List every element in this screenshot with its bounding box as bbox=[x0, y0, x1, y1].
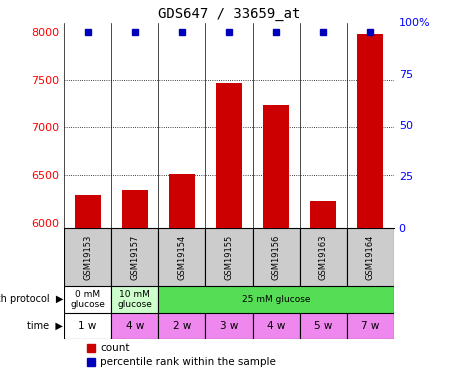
Bar bbox=[252, 313, 300, 339]
Bar bbox=[263, 105, 289, 228]
Text: GSM19155: GSM19155 bbox=[224, 234, 234, 280]
Text: GSM19156: GSM19156 bbox=[272, 234, 281, 280]
Bar bbox=[122, 190, 148, 228]
Text: 25 mM glucose: 25 mM glucose bbox=[242, 295, 311, 304]
Bar bbox=[158, 286, 394, 313]
Bar bbox=[206, 313, 252, 339]
Text: 0 mM
glucose: 0 mM glucose bbox=[70, 290, 105, 309]
Bar bbox=[347, 313, 394, 339]
Text: GSM19163: GSM19163 bbox=[319, 234, 328, 280]
Bar bbox=[252, 228, 300, 286]
Text: GSM19154: GSM19154 bbox=[177, 234, 186, 280]
Text: 3 w: 3 w bbox=[220, 321, 238, 331]
Bar bbox=[75, 195, 101, 228]
Bar bbox=[64, 286, 111, 313]
Bar bbox=[216, 82, 242, 228]
Bar bbox=[169, 174, 195, 228]
Bar bbox=[64, 228, 111, 286]
Text: 2 w: 2 w bbox=[173, 321, 191, 331]
Text: GSM19153: GSM19153 bbox=[83, 234, 92, 280]
Bar bbox=[300, 313, 347, 339]
Bar bbox=[111, 313, 158, 339]
Text: count: count bbox=[100, 343, 130, 353]
Text: 1 w: 1 w bbox=[78, 321, 97, 331]
Bar bbox=[111, 286, 158, 313]
Bar bbox=[158, 228, 206, 286]
Text: 5 w: 5 w bbox=[314, 321, 333, 331]
Text: time  ▶: time ▶ bbox=[27, 321, 63, 331]
Text: GSM19164: GSM19164 bbox=[366, 234, 375, 280]
Text: percentile rank within the sample: percentile rank within the sample bbox=[100, 357, 276, 367]
Text: 10 mM
glucose: 10 mM glucose bbox=[117, 290, 152, 309]
Title: GDS647 / 33659_at: GDS647 / 33659_at bbox=[158, 8, 300, 21]
Bar bbox=[158, 313, 206, 339]
Text: 4 w: 4 w bbox=[125, 321, 144, 331]
Bar bbox=[357, 34, 383, 228]
Text: GSM19157: GSM19157 bbox=[130, 234, 139, 280]
Bar bbox=[300, 228, 347, 286]
Text: 4 w: 4 w bbox=[267, 321, 285, 331]
Text: 7 w: 7 w bbox=[361, 321, 380, 331]
Bar bbox=[347, 228, 394, 286]
Bar bbox=[64, 313, 111, 339]
Text: growth protocol  ▶: growth protocol ▶ bbox=[0, 294, 63, 304]
Bar bbox=[111, 228, 158, 286]
Bar bbox=[206, 228, 252, 286]
Bar bbox=[310, 201, 336, 228]
